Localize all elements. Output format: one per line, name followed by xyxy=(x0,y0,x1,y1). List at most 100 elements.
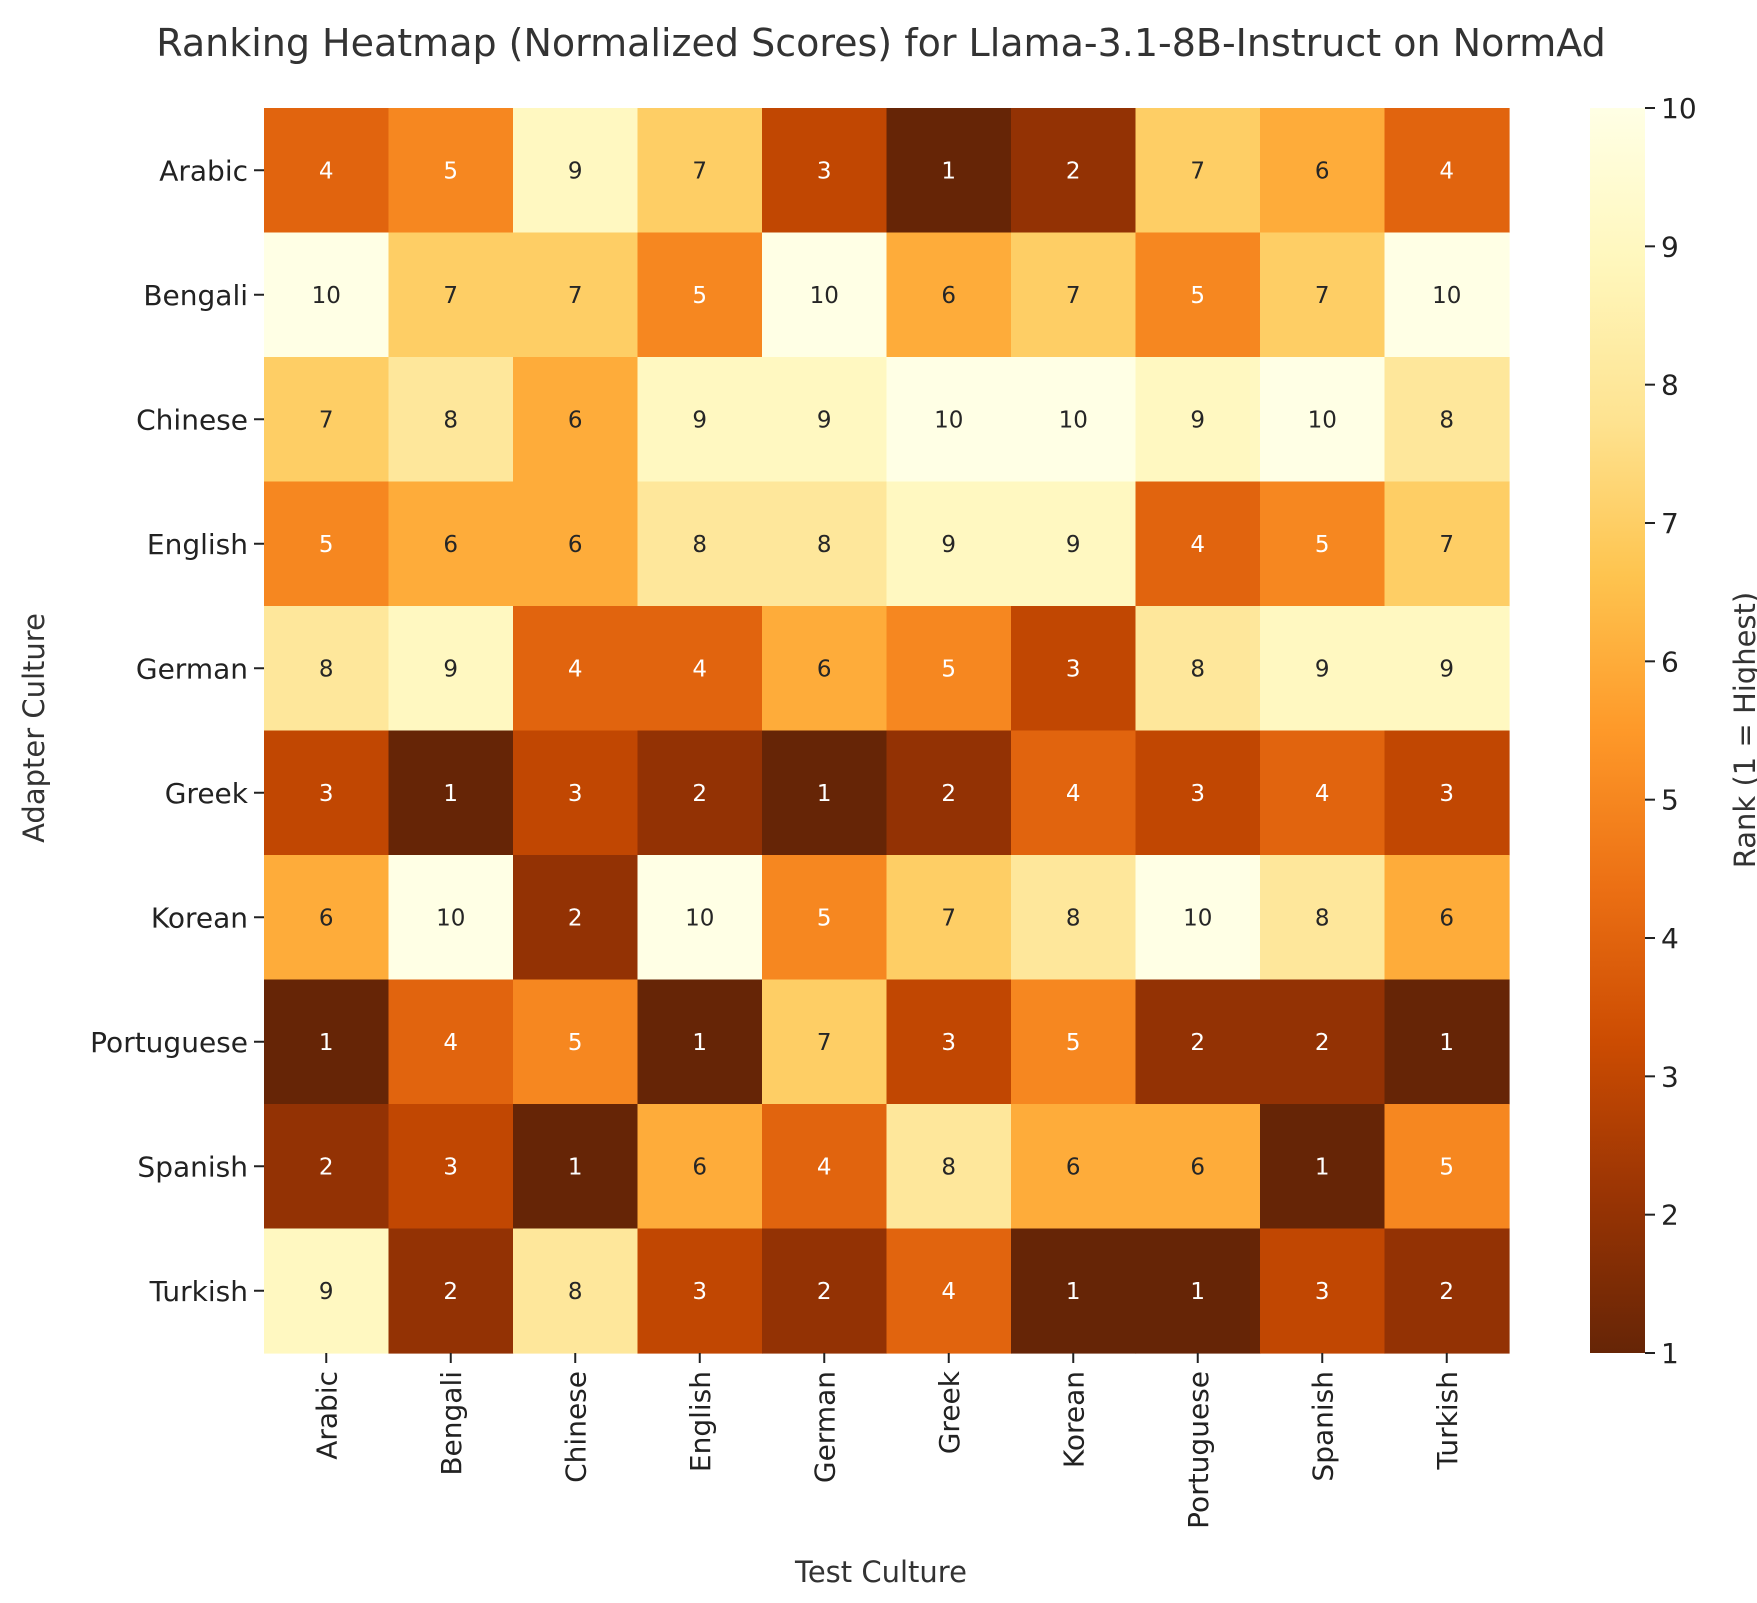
y-tick-label-bengali: Bengali xyxy=(143,279,248,312)
cell-spanish-spanish xyxy=(1260,1104,1386,1230)
cell-value-label: 6 xyxy=(1439,905,1454,931)
cell-bengali-german xyxy=(762,232,888,358)
cell-value-label: 5 xyxy=(1439,1154,1454,1180)
cell-value-label: 1 xyxy=(941,158,956,184)
cell-german-german xyxy=(762,606,888,732)
cell-value-label: 1 xyxy=(443,781,458,807)
cell-korean-german xyxy=(762,855,888,981)
cell-german-portuguese xyxy=(1135,606,1261,732)
cell-spanish-korean xyxy=(1011,1104,1137,1230)
cell-value-label: 4 xyxy=(1315,781,1330,807)
cell-value-label: 10 xyxy=(1059,407,1088,433)
cell-value-label: 8 xyxy=(1439,407,1454,433)
y-axis-ticks: Arabic Bengali Chinese English German Greek Ko… xyxy=(90,154,264,1308)
cell-value-label: 5 xyxy=(941,656,956,682)
colorbar-tick-label: 1 xyxy=(1661,1337,1679,1370)
cell-greek-spanish xyxy=(1260,730,1386,856)
cell-english-korean xyxy=(1011,481,1137,607)
cell-value-label: 1 xyxy=(1439,1030,1454,1056)
cell-arabic-english xyxy=(637,108,763,234)
cell-portuguese-english xyxy=(637,979,763,1105)
cell-value-label: 9 xyxy=(817,407,832,433)
cell-value-label: 5 xyxy=(319,532,334,558)
cell-german-chinese xyxy=(513,606,639,732)
x-tick-label-greek: Greek xyxy=(933,1370,966,1454)
cell-value-label: 2 xyxy=(1439,1279,1454,1305)
colorbar-tick-label: 4 xyxy=(1661,922,1679,955)
cell-korean-english xyxy=(637,855,763,981)
cell-value-label: 10 xyxy=(685,905,714,931)
cell-value-label: 6 xyxy=(1315,158,1330,184)
cell-value-label: 6 xyxy=(568,407,583,433)
cell-bengali-korean xyxy=(1011,232,1137,358)
y-tick-label-chinese: Chinese xyxy=(136,403,248,436)
colorbar-tick-label: 6 xyxy=(1661,645,1679,678)
cell-english-english xyxy=(637,481,763,607)
cell-german-greek xyxy=(886,606,1012,732)
y-axis-label: Adapter Culture xyxy=(17,613,51,843)
x-tick-label-bengali: Bengali xyxy=(435,1371,468,1476)
cell-bengali-spanish xyxy=(1260,232,1386,358)
cell-bengali-turkish xyxy=(1384,232,1510,358)
cell-value-label: 8 xyxy=(568,1279,583,1305)
x-tick-label-chinese: Chinese xyxy=(559,1371,592,1483)
cell-value-label: 4 xyxy=(817,1154,832,1180)
cell-value-label: 5 xyxy=(1190,283,1205,309)
x-axis-label: Test Culture xyxy=(794,1555,967,1589)
cell-portuguese-chinese xyxy=(513,979,639,1105)
cell-spanish-bengali xyxy=(388,1104,514,1230)
y-tick-label-greek: Greek xyxy=(165,777,249,810)
cell-value-label: 5 xyxy=(817,905,832,931)
cell-spanish-german xyxy=(762,1104,888,1230)
cell-bengali-english xyxy=(637,232,763,358)
x-tick-label-german: German xyxy=(808,1371,841,1483)
cell-value-label: 10 xyxy=(1432,283,1461,309)
cell-value-label: 5 xyxy=(692,283,707,309)
cell-value-label: 2 xyxy=(941,781,956,807)
cell-value-label: 9 xyxy=(1066,532,1081,558)
cell-portuguese-german xyxy=(762,979,888,1105)
cell-value-label: 3 xyxy=(443,1154,458,1180)
cell-greek-chinese xyxy=(513,730,639,856)
cell-chinese-spanish xyxy=(1260,357,1386,483)
cell-value-label: 10 xyxy=(1308,407,1337,433)
cell-value-label: 3 xyxy=(1190,781,1205,807)
cell-value-label: 7 xyxy=(817,1030,832,1056)
cell-portuguese-turkish xyxy=(1384,979,1510,1105)
cell-arabic-turkish xyxy=(1384,108,1510,234)
cell-portuguese-spanish xyxy=(1260,979,1386,1105)
cell-value-label: 9 xyxy=(1190,407,1205,433)
cell-korean-portuguese xyxy=(1135,855,1261,981)
cell-chinese-portuguese xyxy=(1135,357,1261,483)
cell-german-turkish xyxy=(1384,606,1510,732)
cell-portuguese-greek xyxy=(886,979,1012,1105)
colorbar-tick-label: 10 xyxy=(1661,92,1697,125)
cell-value-label: 4 xyxy=(1066,781,1081,807)
cell-german-spanish xyxy=(1260,606,1386,732)
cell-greek-portuguese xyxy=(1135,730,1261,856)
cell-greek-korean xyxy=(1011,730,1137,856)
cell-value-label: 3 xyxy=(1439,781,1454,807)
cell-arabic-spanish xyxy=(1260,108,1386,234)
cell-arabic-portuguese xyxy=(1135,108,1261,234)
cell-spanish-arabic xyxy=(264,1104,390,1230)
cell-value-label: 7 xyxy=(443,283,458,309)
colorbar-ticks: 1 2 3 4 5 6 7 8 9 10 xyxy=(1645,92,1697,1370)
cell-bengali-arabic xyxy=(264,232,390,358)
cell-value-label: 6 xyxy=(568,532,583,558)
y-tick-label-german: German xyxy=(136,652,248,685)
x-tick-label-arabic: Arabic xyxy=(310,1371,343,1460)
cell-turkish-german xyxy=(762,1228,888,1354)
cell-arabic-chinese xyxy=(513,108,639,234)
cell-value-label: 8 xyxy=(692,532,707,558)
cell-bengali-greek xyxy=(886,232,1012,358)
cell-spanish-portuguese xyxy=(1135,1104,1261,1230)
cell-spanish-turkish xyxy=(1384,1104,1510,1230)
cell-value-label: 9 xyxy=(1439,656,1454,682)
colorbar-tick-label: 8 xyxy=(1661,369,1679,402)
cell-spanish-chinese xyxy=(513,1104,639,1230)
cell-value-label: 10 xyxy=(934,407,963,433)
cell-turkish-turkish xyxy=(1384,1228,1510,1354)
cell-value-label: 7 xyxy=(319,407,334,433)
cell-english-greek xyxy=(886,481,1012,607)
